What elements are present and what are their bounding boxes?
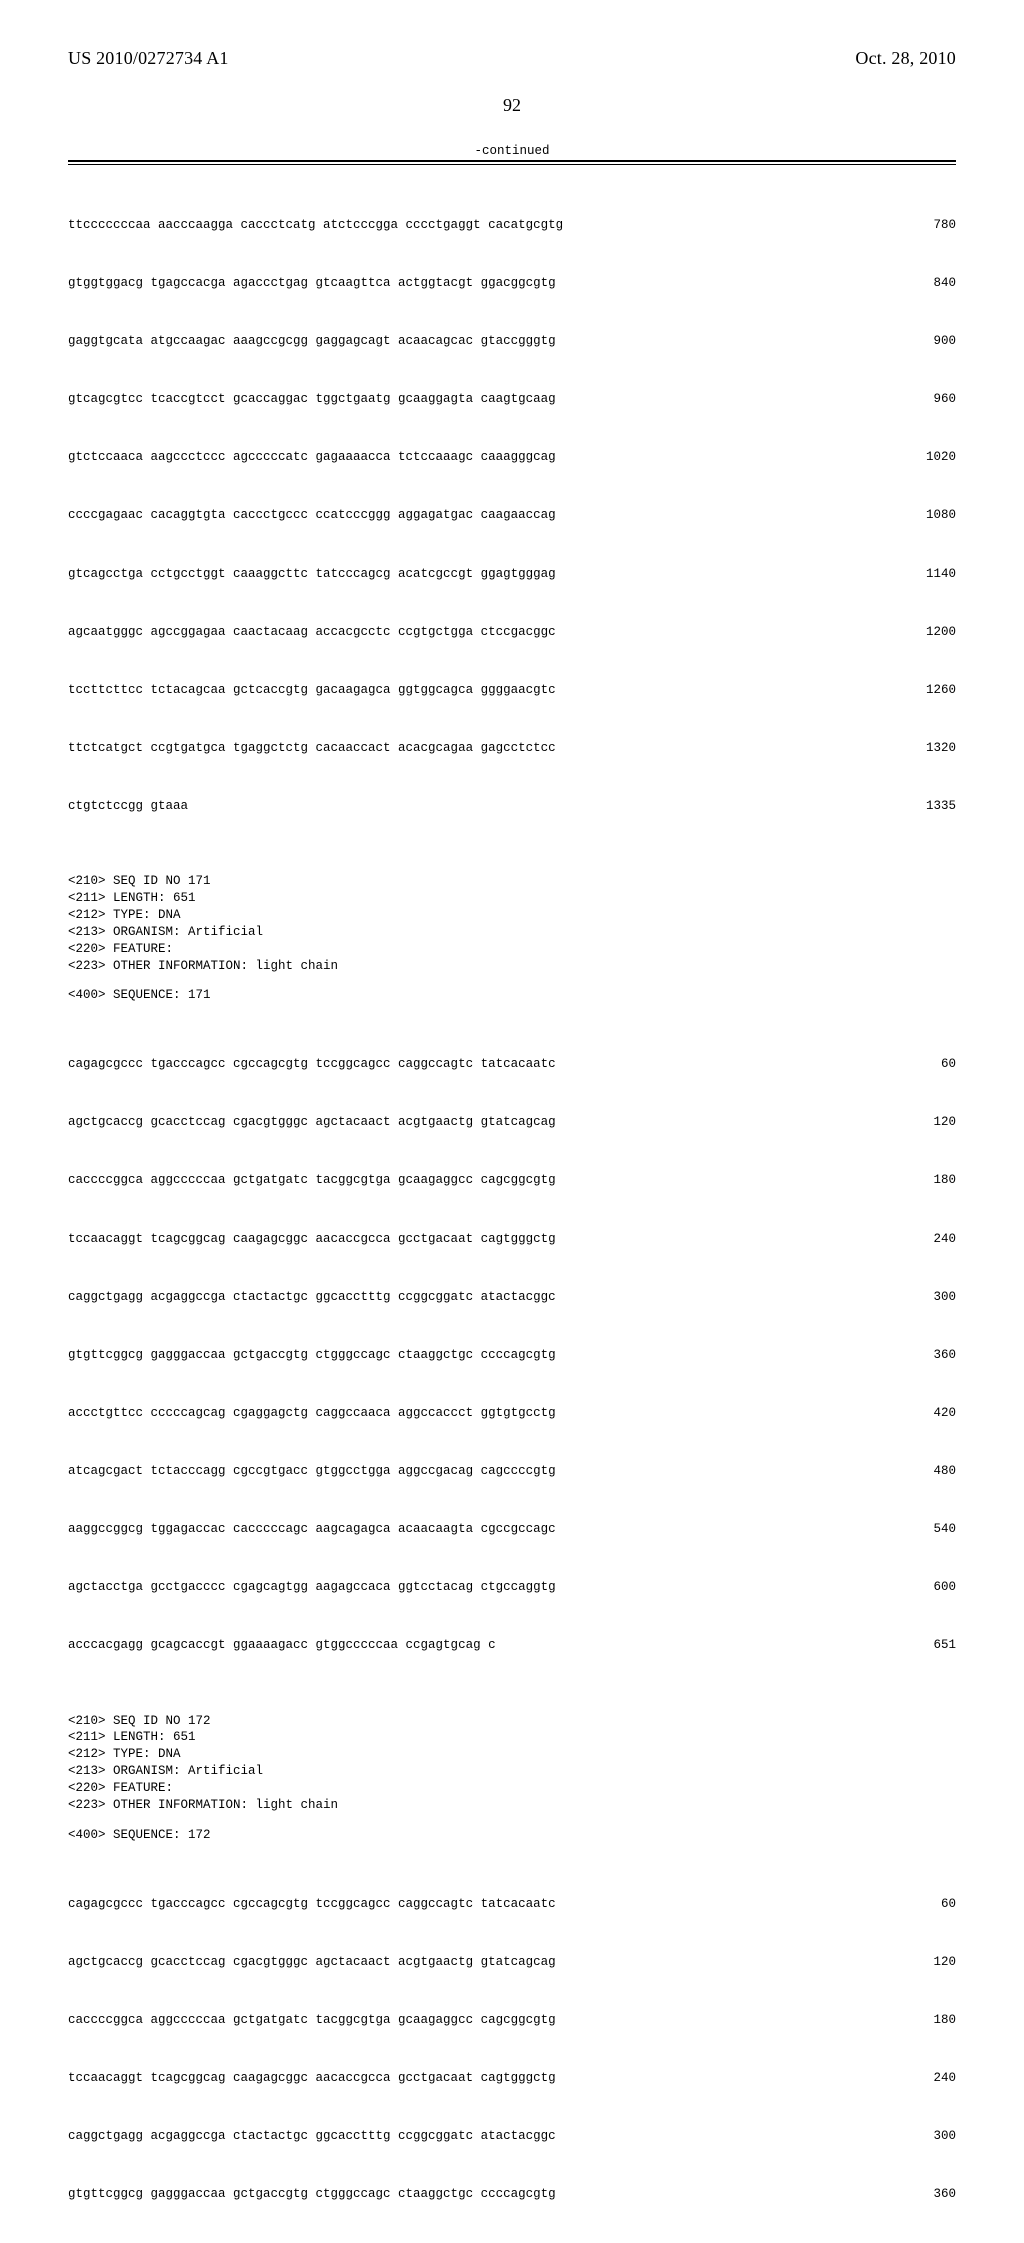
sequence-row: agctacctga gcctgacccc cgagcagtgg aagagcc…: [68, 1578, 956, 1597]
sequence-row: gaggtgcata atgccaagac aaagccgcgg gaggagc…: [68, 332, 956, 351]
sequence-text: agctgcaccg gcacctccag cgacgtgggc agctaca…: [68, 1113, 556, 1132]
sequence-text: tccttcttcc tctacagcaa gctcaccgtg gacaaga…: [68, 681, 556, 700]
sequence-position: 480: [884, 1462, 956, 1481]
sequence-row: gtggtggacg tgagccacga agaccctgag gtcaagt…: [68, 274, 956, 293]
sequence-position: 540: [884, 1520, 956, 1539]
sequence-text: gtgttcggcg gagggaccaa gctgaccgtg ctgggcc…: [68, 2185, 556, 2204]
sequence-position: 1260: [884, 681, 956, 700]
sequence-text: agctgcaccg gcacctccag cgacgtgggc agctaca…: [68, 1953, 556, 1972]
publication-number: US 2010/0272734 A1: [68, 48, 229, 69]
sequence-row: gtctccaaca aagccctccc agcccccatc gagaaaa…: [68, 448, 956, 467]
sequence-position: 1335: [884, 797, 956, 816]
sequence-row: gtcagcctga cctgcctggt caaaggcttc tatccca…: [68, 565, 956, 584]
sequence-text: tccaacaggt tcagcggcag caagagcggc aacaccg…: [68, 1230, 556, 1249]
sequence-position: 1020: [884, 448, 956, 467]
sequence-text: gtctccaaca aagccctccc agcccccatc gagaaaa…: [68, 448, 556, 467]
sequence-position: 300: [884, 1288, 956, 1307]
sequence-position: 180: [884, 1171, 956, 1190]
sequence-position: 1140: [884, 565, 956, 584]
sequence-text: accctgttcc cccccagcag cgaggagctg caggcca…: [68, 1404, 556, 1423]
sequence-position: 900: [884, 332, 956, 351]
sequence-text: gtggtggacg tgagccacga agaccctgag gtcaagt…: [68, 274, 556, 293]
sequence-row: ttctcatgct ccgtgatgca tgaggctctg cacaacc…: [68, 739, 956, 758]
sequence-text: atcagcgact tctacccagg cgccgtgacc gtggcct…: [68, 1462, 556, 1481]
sequence-text: agctacctga gcctgacccc cgagcagtgg aagagcc…: [68, 1578, 556, 1597]
sequence-text: acccacgagg gcagcaccgt ggaaaagacc gtggccc…: [68, 1636, 496, 1655]
sequence-row: cagagcgccc tgacccagcc cgccagcgtg tccggca…: [68, 1895, 956, 1914]
sequence-text: caccccggca aggcccccaa gctgatgatc tacggcg…: [68, 2011, 556, 2030]
sequence-row: gtgttcggcg gagggaccaa gctgaccgtg ctgggcc…: [68, 1346, 956, 1365]
rule-thin: [68, 164, 956, 165]
sequence-position: 240: [884, 2069, 956, 2088]
sequence-text: ttctcatgct ccgtgatgca tgaggctctg cacaacc…: [68, 739, 556, 758]
sequence-text: agcaatgggc agccggagaa caactacaag accacgc…: [68, 623, 556, 642]
sequence-row: accctgttcc cccccagcag cgaggagctg caggcca…: [68, 1404, 956, 1423]
sequence-text: caccccggca aggcccccaa gctgatgatc tacggcg…: [68, 1171, 556, 1190]
sequence-position: 360: [884, 2185, 956, 2204]
sequence-position: 1200: [884, 623, 956, 642]
sequence-position: 1080: [884, 506, 956, 525]
sequence-text: caggctgagg acgaggccga ctactactgc ggcacct…: [68, 2127, 556, 2146]
sequence-text: caggctgagg acgaggccga ctactactgc ggcacct…: [68, 1288, 556, 1307]
rule-heavy: [68, 160, 956, 162]
page-header: US 2010/0272734 A1 Oct. 28, 2010: [68, 48, 956, 69]
sequence-text: ttcccccccaa aacccaagga caccctcatg atctcc…: [68, 216, 563, 235]
sequence-position: 420: [884, 1404, 956, 1423]
sequence-text: gtgttcggcg gagggaccaa gctgaccgtg ctgggcc…: [68, 1346, 556, 1365]
sequence-row: atcagcgact tctacccagg cgccgtgacc gtggcct…: [68, 1462, 956, 1481]
sequence-position: 960: [884, 390, 956, 409]
sequence-row: gtcagcgtcc tcaccgtcct gcaccaggac tggctga…: [68, 390, 956, 409]
publication-date: Oct. 28, 2010: [855, 48, 956, 69]
sequence-row: aaggccggcg tggagaccac cacccccagc aagcaga…: [68, 1520, 956, 1539]
sequence-row: caggctgagg acgaggccga ctactactgc ggcacct…: [68, 1288, 956, 1307]
sequence-row: caggctgagg acgaggccga ctactactgc ggcacct…: [68, 2127, 956, 2146]
sequence-170-tail: ttcccccccaa aacccaagga caccctcatg atctcc…: [68, 177, 956, 855]
sequence-172-header: <210> SEQ ID NO 172 <211> LENGTH: 651 <2…: [68, 1713, 956, 1814]
sequence-position: 60: [884, 1895, 956, 1914]
sequence-text: gtcagcctga cctgcctggt caaaggcttc tatccca…: [68, 565, 556, 584]
sequence-position: 840: [884, 274, 956, 293]
sequence-172-body: cagagcgccc tgacccagcc cgccagcgtg tccggca…: [68, 1856, 956, 2243]
sequence-row: agcaatgggc agccggagaa caactacaag accacgc…: [68, 623, 956, 642]
sequence-171-subhead: <400> SEQUENCE: 171: [68, 988, 956, 1002]
sequence-row: ctgtctccgg gtaaa 1335: [68, 797, 956, 816]
sequence-position: 240: [884, 1230, 956, 1249]
sequence-172-subhead: <400> SEQUENCE: 172: [68, 1828, 956, 1842]
sequence-text: cagagcgccc tgacccagcc cgccagcgtg tccggca…: [68, 1055, 556, 1074]
sequence-row: tccaacaggt tcagcggcag caagagcggc aacaccg…: [68, 1230, 956, 1249]
sequence-text: tccaacaggt tcagcggcag caagagcggc aacaccg…: [68, 2069, 556, 2088]
sequence-row: ccccgagaac cacaggtgta caccctgccc ccatccc…: [68, 506, 956, 525]
sequence-row: tccaacaggt tcagcggcag caagagcggc aacaccg…: [68, 2069, 956, 2088]
sequence-row: agctgcaccg gcacctccag cgacgtgggc agctaca…: [68, 1113, 956, 1132]
sequence-text: ctgtctccgg gtaaa: [68, 797, 188, 816]
sequence-171-header: <210> SEQ ID NO 171 <211> LENGTH: 651 <2…: [68, 873, 956, 974]
sequence-position: 120: [884, 1953, 956, 1972]
sequence-position: 60: [884, 1055, 956, 1074]
sequence-row: tccttcttcc tctacagcaa gctcaccgtg gacaaga…: [68, 681, 956, 700]
sequence-position: 120: [884, 1113, 956, 1132]
sequence-position: 780: [884, 216, 956, 235]
sequence-position: 300: [884, 2127, 956, 2146]
sequence-row: gtgttcggcg gagggaccaa gctgaccgtg ctgggcc…: [68, 2185, 956, 2204]
sequence-position: 180: [884, 2011, 956, 2030]
sequence-row: caccccggca aggcccccaa gctgatgatc tacggcg…: [68, 1171, 956, 1190]
sequence-text: gtcagcgtcc tcaccgtcct gcaccaggac tggctga…: [68, 390, 556, 409]
sequence-position: 651: [884, 1636, 956, 1655]
sequence-row: acccacgagg gcagcaccgt ggaaaagacc gtggccc…: [68, 1636, 956, 1655]
page: US 2010/0272734 A1 Oct. 28, 2010 92 -con…: [0, 0, 1024, 1320]
sequence-position: 1320: [884, 739, 956, 758]
sequence-text: cagagcgccc tgacccagcc cgccagcgtg tccggca…: [68, 1895, 556, 1914]
page-number: 92: [68, 95, 956, 116]
sequence-position: 360: [884, 1346, 956, 1365]
sequence-text: aaggccggcg tggagaccac cacccccagc aagcaga…: [68, 1520, 556, 1539]
sequence-row: ttcccccccaa aacccaagga caccctcatg atctcc…: [68, 216, 956, 235]
sequence-text: gaggtgcata atgccaagac aaagccgcgg gaggagc…: [68, 332, 556, 351]
sequence-text: ccccgagaac cacaggtgta caccctgccc ccatccc…: [68, 506, 556, 525]
sequence-position: 600: [884, 1578, 956, 1597]
sequence-row: agctgcaccg gcacctccag cgacgtgggc agctaca…: [68, 1953, 956, 1972]
continued-label: -continued: [68, 144, 956, 158]
sequence-row: cagagcgccc tgacccagcc cgccagcgtg tccggca…: [68, 1055, 956, 1074]
sequence-171-body: cagagcgccc tgacccagcc cgccagcgtg tccggca…: [68, 1016, 956, 1694]
sequence-row: caccccggca aggcccccaa gctgatgatc tacggcg…: [68, 2011, 956, 2030]
